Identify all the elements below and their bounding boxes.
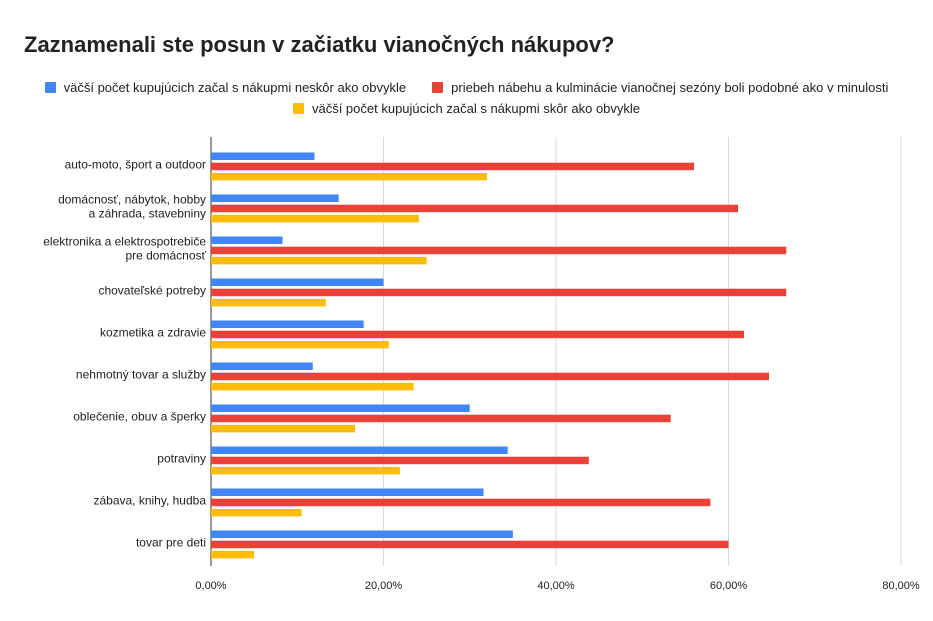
category-label: nehmotný tovar a služby — [76, 367, 206, 381]
bar-similar[interactable] — [211, 204, 738, 213]
bar-similar[interactable] — [211, 456, 589, 465]
category-label: tovar pre deti — [136, 535, 206, 549]
category-label: chovateľské potreby — [98, 283, 206, 297]
legend-swatch-blue — [44, 82, 56, 93]
bar-earlier[interactable] — [211, 256, 427, 265]
legend-item-later[interactable]: väčší počet kupujúcich začal s nákupmi n… — [44, 80, 407, 95]
bar-later[interactable] — [211, 404, 470, 413]
legend-second-row: väčší počet kupujúcich začal s nákupmi s… — [0, 101, 933, 116]
bar-earlier[interactable] — [211, 214, 419, 223]
bar-similar[interactable] — [211, 162, 694, 171]
bar-later[interactable] — [211, 488, 484, 497]
x-tick-label: 20,00% — [365, 580, 403, 592]
bar-similar[interactable] — [211, 288, 787, 297]
category-label: domácnosť, nábytok, hobby — [58, 192, 206, 206]
legend-item-earlier[interactable]: väčší počet kupujúcich začal s nákupmi s… — [292, 101, 641, 116]
chart-title: Zaznamenali ste posun v začiatku vianočn… — [24, 32, 615, 57]
x-tick-label: 0,00% — [195, 580, 226, 592]
category-label: elektronika a elektrospotrebiče — [43, 234, 206, 248]
bar-later[interactable] — [211, 530, 513, 539]
category-label: a záhrada, stavebniny — [89, 206, 206, 220]
bar-later[interactable] — [211, 236, 283, 245]
category-label: kozmetika a zdravie — [100, 325, 206, 339]
category-label: oblečenie, obuv a šperky — [73, 409, 206, 423]
bar-similar[interactable] — [211, 540, 729, 549]
x-tick-label: 40,00% — [537, 580, 575, 592]
bar-earlier[interactable] — [211, 508, 302, 517]
category-label: pre domácnosť — [125, 248, 206, 262]
legend-swatch-yellow — [292, 103, 304, 114]
legend-label-later: väčší počet kupujúcich začal s nákupmi n… — [63, 80, 407, 95]
bar-later[interactable] — [211, 194, 339, 203]
category-label: potraviny — [157, 451, 206, 465]
bar-earlier[interactable] — [211, 424, 356, 433]
category-label: zábava, knihy, hudba — [93, 493, 206, 507]
legend-swatch-red — [432, 82, 444, 93]
x-tick-label: 60,00% — [710, 580, 748, 592]
x-tick-label: 80,00% — [882, 580, 920, 592]
bar-similar[interactable] — [211, 414, 671, 423]
bar-similar[interactable] — [211, 330, 745, 339]
bar-later[interactable] — [211, 152, 315, 161]
legend-label-earlier: väčší počet kupujúcich začal s nákupmi s… — [311, 101, 641, 116]
bar-earlier[interactable] — [211, 550, 255, 559]
bar-similar[interactable] — [211, 246, 787, 255]
legend-label-similar: priebeh nábehu a kulminácie vianočnej se… — [451, 80, 889, 95]
bar-similar[interactable] — [211, 372, 770, 381]
bar-earlier[interactable] — [211, 466, 400, 475]
bar-later[interactable] — [211, 278, 384, 287]
bar-later[interactable] — [211, 446, 508, 455]
legend: väčší počet kupujúcich začal s nákupmi n… — [0, 80, 933, 95]
bar-similar[interactable] — [211, 498, 711, 507]
bar-earlier[interactable] — [211, 382, 414, 391]
bar-later[interactable] — [211, 320, 364, 329]
bar-later[interactable] — [211, 362, 313, 371]
bar-earlier[interactable] — [211, 298, 326, 307]
category-label: auto-moto, šport a outdoor — [65, 157, 206, 171]
legend-item-similar[interactable]: priebeh nábehu a kulminácie vianočnej se… — [432, 80, 888, 95]
bar-earlier[interactable] — [211, 172, 487, 181]
bar-earlier[interactable] — [211, 340, 389, 349]
